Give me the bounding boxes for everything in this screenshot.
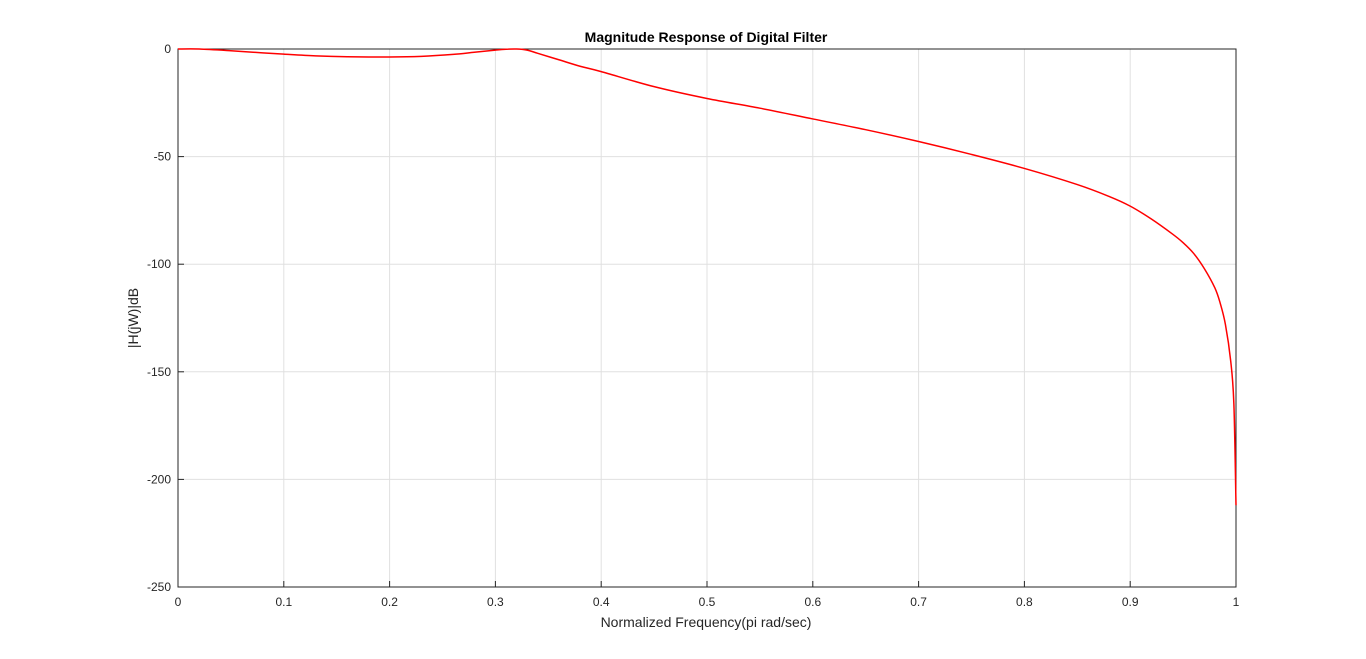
chart-title: Magnitude Response of Digital Filter (585, 29, 828, 45)
y-tick-labels: 0 -50 -100 -150 -200 -250 (147, 42, 171, 594)
x-tick-label: 0.6 (804, 595, 821, 609)
y-tick-label: -200 (147, 472, 171, 486)
x-tick-label: 0.8 (1016, 595, 1033, 609)
x-tick-label: 0.2 (381, 595, 398, 609)
y-tick-label: 0 (164, 42, 171, 56)
y-tick-label: -50 (154, 150, 172, 164)
x-tick-label: 0.9 (1122, 595, 1139, 609)
x-tick-label: 0.3 (487, 595, 504, 609)
x-tick-label: 0 (175, 595, 182, 609)
series-line (177, 48, 1237, 506)
x-tick-label: 0.7 (910, 595, 927, 609)
y-tick-label: -150 (147, 365, 171, 379)
grid (177, 48, 1237, 588)
y-axis-label: |H(jW)|dB (125, 288, 141, 348)
x-tick-label: 0.1 (275, 595, 292, 609)
x-tick-label: 0.4 (593, 595, 610, 609)
x-tick-label: 0.5 (699, 595, 716, 609)
y-tick-label: -100 (147, 257, 171, 271)
y-tick-label: -250 (147, 580, 171, 594)
x-axis-label: Normalized Frequency(pi rad/sec) (601, 614, 812, 630)
x-tick-labels: 0 0.1 0.2 0.3 0.4 0.5 0.6 0.7 0.8 0.9 1 (175, 595, 1240, 609)
x-tick-label: 1 (1233, 595, 1240, 609)
